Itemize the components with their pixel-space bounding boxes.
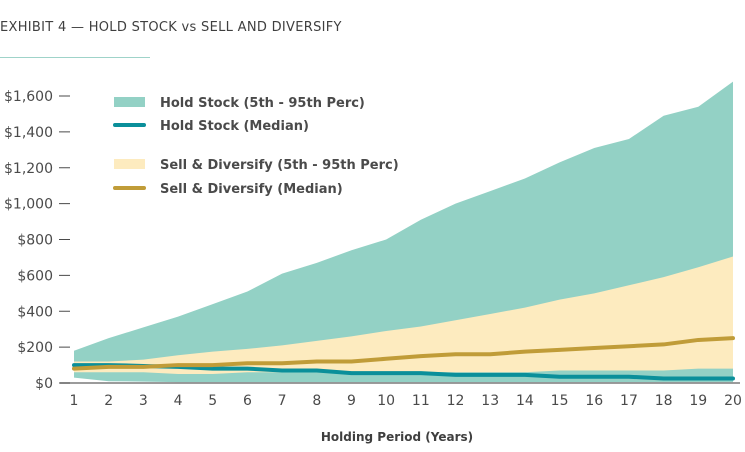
x-tick-label: 6 [243, 393, 252, 409]
median-line-0 [72, 363, 735, 381]
x-tick-label: 12 [447, 393, 465, 409]
x-tick-label: 17 [620, 393, 638, 409]
legend-label: Hold Stock (5th - 95th Perc) [160, 96, 365, 111]
x-tick-label: 2 [104, 393, 113, 409]
x-tick-label: 7 [278, 393, 287, 409]
x-tick-label: 14 [516, 393, 534, 409]
y-tick-label: $1,000 [4, 197, 53, 213]
title-underline [0, 57, 150, 58]
legend-swatch [114, 159, 145, 169]
x-tick-label: 19 [689, 393, 707, 409]
chart-title: EXHIBIT 4 — HOLD STOCK vs SELL AND DIVER… [0, 20, 342, 35]
x-tick-label: 4 [174, 393, 183, 409]
band-1 [74, 256, 733, 375]
x-tick-label: 20 [724, 393, 742, 409]
y-tick-label: $1,200 [4, 161, 53, 177]
x-tick-label: 15 [551, 393, 569, 409]
x-tick-label: 18 [655, 393, 673, 409]
x-tick-label: 10 [377, 393, 395, 409]
x-axis-label: Holding Period (Years) [321, 430, 473, 444]
legend-label: Sell & Diversify (Median) [160, 182, 343, 197]
legend-swatch [114, 97, 145, 107]
x-tick-label: 13 [481, 393, 499, 409]
y-tick-label: $200 [17, 340, 53, 356]
x-tick-label: 3 [139, 393, 148, 409]
x-tick-label: 5 [208, 393, 217, 409]
y-tick-label: $600 [17, 268, 53, 284]
x-tick-label: 11 [412, 393, 430, 409]
x-tick-label: 9 [347, 393, 356, 409]
x-tick-label: 1 [70, 393, 79, 409]
y-tick-label: $800 [17, 233, 53, 249]
x-tick-label: 16 [585, 393, 603, 409]
legend-label: Sell & Diversify (5th - 95th Perc) [160, 158, 399, 173]
y-tick-label: $400 [17, 304, 53, 320]
x-tick-label: 8 [312, 393, 321, 409]
median-line-1 [72, 336, 735, 371]
y-tick-label: $1,600 [4, 89, 53, 105]
y-tick-label: $1,400 [4, 125, 53, 141]
legend-label: Hold Stock (Median) [160, 119, 309, 134]
y-tick-label: $0 [35, 376, 53, 392]
